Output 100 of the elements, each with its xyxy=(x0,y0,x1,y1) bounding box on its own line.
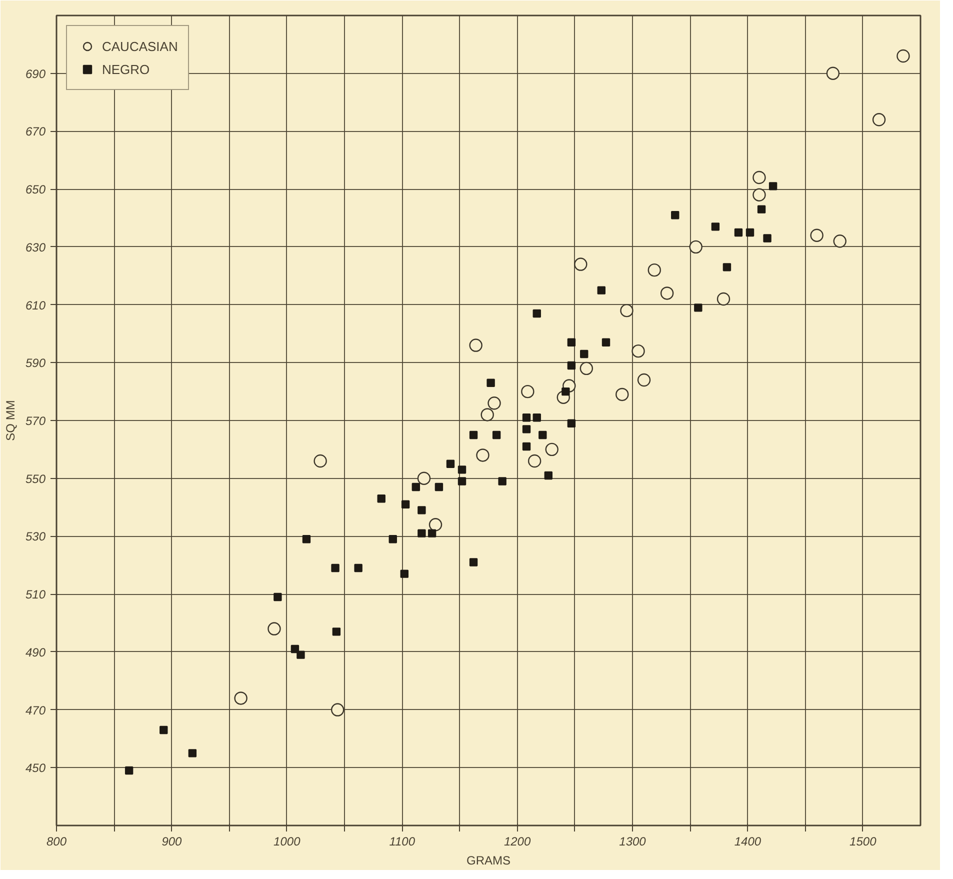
point xyxy=(446,460,455,468)
point xyxy=(522,442,531,451)
point xyxy=(296,650,305,659)
y-tick-label: 550 xyxy=(25,472,46,486)
point xyxy=(434,482,444,492)
point xyxy=(768,182,778,190)
legend-label: NEGRO xyxy=(102,62,150,76)
point xyxy=(544,471,553,480)
x-axis-title: GRAMS xyxy=(466,854,511,868)
point xyxy=(567,419,576,428)
point xyxy=(331,564,340,572)
point xyxy=(671,211,680,220)
point xyxy=(314,454,327,468)
point xyxy=(354,564,362,572)
x-tick-label: 900 xyxy=(162,834,182,848)
point xyxy=(562,387,570,396)
point xyxy=(458,477,466,486)
x-tick-label: 800 xyxy=(46,834,67,848)
point xyxy=(752,170,766,184)
point xyxy=(567,338,576,346)
point xyxy=(637,373,651,387)
point xyxy=(428,529,436,538)
point xyxy=(872,113,886,126)
point xyxy=(602,338,610,346)
point xyxy=(833,234,846,248)
point xyxy=(616,388,629,402)
point xyxy=(522,414,531,422)
y-tick-label: 630 xyxy=(25,240,46,254)
point xyxy=(567,361,576,370)
point xyxy=(711,222,720,231)
point xyxy=(330,703,344,716)
point xyxy=(632,344,645,358)
point xyxy=(469,430,478,440)
point xyxy=(580,350,588,358)
y-tick-label: 470 xyxy=(25,703,46,718)
x-tick-label: 1200 xyxy=(504,834,531,848)
point xyxy=(332,628,341,636)
x-tick-label: 1100 xyxy=(389,834,416,848)
point xyxy=(545,442,558,456)
point xyxy=(648,263,661,277)
point xyxy=(418,529,426,538)
point xyxy=(810,228,824,242)
point xyxy=(538,430,547,440)
point xyxy=(188,749,197,758)
point xyxy=(689,240,702,254)
point xyxy=(492,430,501,440)
y-tick-label: 530 xyxy=(25,530,46,544)
y-tick-label: 670 xyxy=(25,124,46,139)
point xyxy=(401,500,410,508)
point xyxy=(574,258,588,271)
point xyxy=(716,292,730,306)
legend-label: CAUCASIAN xyxy=(102,38,178,54)
point xyxy=(388,535,397,544)
point xyxy=(469,558,478,566)
point xyxy=(498,477,506,486)
point xyxy=(417,472,431,485)
point xyxy=(234,692,248,705)
point xyxy=(734,228,743,237)
point xyxy=(160,726,168,734)
point xyxy=(458,466,466,474)
point xyxy=(302,535,311,544)
x-tick-label: 1300 xyxy=(619,834,646,848)
point xyxy=(476,448,490,462)
point xyxy=(522,425,531,434)
point xyxy=(521,384,534,398)
point xyxy=(377,494,386,503)
y-tick-label: 650 xyxy=(25,182,46,197)
point xyxy=(752,188,766,202)
y-tick-label: 590 xyxy=(25,356,46,370)
point xyxy=(757,205,766,214)
point xyxy=(826,66,840,80)
point xyxy=(532,414,541,422)
x-tick-label: 1000 xyxy=(274,834,301,848)
point xyxy=(746,228,754,237)
point xyxy=(580,362,594,376)
point xyxy=(597,286,606,294)
point xyxy=(486,378,495,387)
y-tick-label: 690 xyxy=(25,66,46,81)
point xyxy=(469,338,482,352)
point xyxy=(532,309,541,318)
point xyxy=(124,766,134,775)
y-tick-label: 610 xyxy=(25,298,46,312)
point xyxy=(722,263,732,272)
x-tick-label: 1400 xyxy=(734,834,762,848)
point xyxy=(428,518,442,532)
point xyxy=(400,570,409,578)
point xyxy=(412,482,420,492)
y-tick-label: 510 xyxy=(25,588,46,602)
y-tick-label: 450 xyxy=(25,761,46,776)
point xyxy=(418,506,426,514)
point xyxy=(620,304,634,318)
point xyxy=(896,49,910,63)
point xyxy=(528,454,542,468)
point xyxy=(268,622,281,636)
y-axis-title: SQ MM xyxy=(3,400,18,441)
point xyxy=(488,396,501,410)
point xyxy=(660,286,674,300)
y-tick-label: 570 xyxy=(25,414,46,428)
point xyxy=(480,408,494,422)
point xyxy=(274,592,282,602)
